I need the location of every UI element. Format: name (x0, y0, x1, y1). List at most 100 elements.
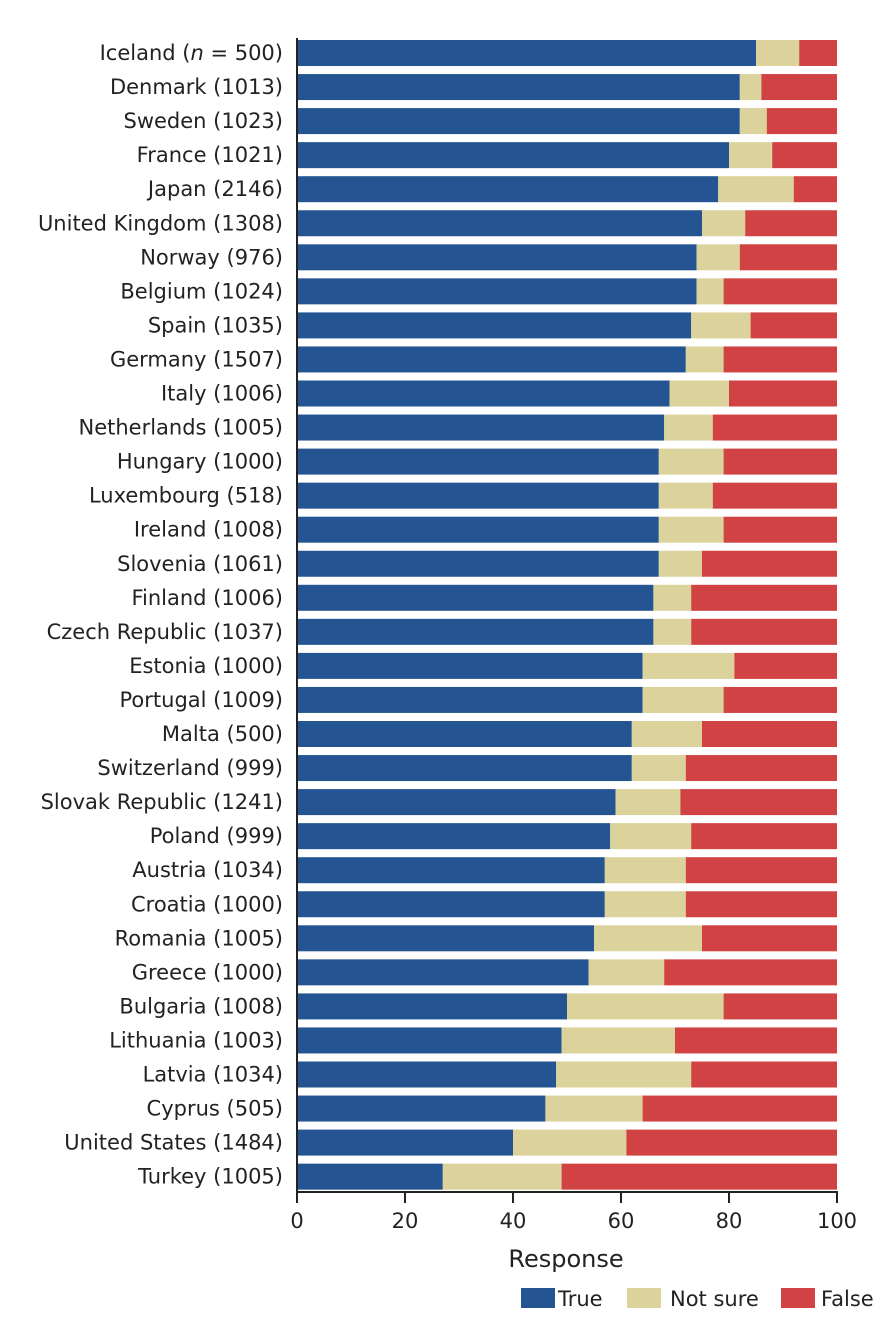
bar-segment-not-sure (588, 959, 665, 986)
bar-segment-false (723, 993, 837, 1020)
bar-segment-not-sure (718, 176, 794, 203)
bar-segment-true (297, 686, 643, 713)
category-label: Austria (1034) (132, 858, 283, 882)
bar-segment-false (642, 1095, 837, 1122)
bar-segment-true (297, 652, 643, 679)
bar-segment-true (297, 516, 659, 543)
category-label: Portugal (1009) (120, 688, 283, 712)
bar-segment-false (691, 584, 837, 611)
category-label: Bulgaria (1008) (119, 994, 283, 1018)
bar-segment-false (723, 686, 837, 713)
bar-segment-not-sure (653, 584, 692, 611)
category-label: Estonia (1000) (129, 654, 283, 678)
bar-segment-not-sure (615, 789, 681, 816)
category-label: Greece (1000) (132, 960, 283, 984)
bar-segment-true (297, 993, 567, 1020)
bar-segment-not-sure (642, 686, 724, 713)
bar-segment-not-sure (691, 312, 751, 339)
bar-segment-not-sure (658, 516, 724, 543)
bar-segment-false (664, 959, 837, 986)
category-label: France (1021) (137, 143, 283, 167)
bar-segment-false (702, 550, 837, 577)
category-label: Denmark (1013) (110, 75, 283, 99)
bar-segment-not-sure (604, 857, 686, 884)
category-label: Germany (1507) (110, 347, 283, 371)
bar-segment-false (712, 482, 837, 509)
bar-segment-not-sure (567, 993, 724, 1020)
bar-segment-not-sure (631, 721, 702, 747)
category-label: Malta (500) (162, 722, 283, 746)
bar-segment-false (745, 210, 837, 237)
bar-segment-not-sure (631, 755, 686, 782)
bar-segment-true (297, 74, 740, 101)
bar-segment-false (561, 1163, 837, 1190)
category-label: Switzerland (999) (97, 756, 283, 780)
bar-segment-true (297, 142, 729, 169)
bar-segment-false (739, 244, 837, 271)
bar-segment-true (297, 925, 594, 952)
bar-segment-true (297, 755, 632, 782)
bar-segment-not-sure (729, 142, 773, 169)
legend-swatch-true (521, 1288, 555, 1308)
bar-segment-false (723, 448, 837, 475)
category-label: Czech Republic (1037) (47, 620, 283, 644)
category-label: United Kingdom (1308) (38, 211, 283, 235)
bar-segment-true (297, 550, 659, 577)
category-label: Poland (999) (150, 824, 283, 848)
x-tick-label: 20 (392, 1209, 419, 1233)
bar-segment-not-sure (685, 346, 724, 373)
bar-segment-true (297, 721, 632, 747)
bar-segment-true (297, 210, 702, 237)
x-axis-ticks: 0 20 40 60 80 100 (290, 1192, 857, 1233)
bar-segment-true (297, 414, 665, 441)
category-label: Finland (1006) (131, 586, 283, 610)
bar-segment-true (297, 482, 659, 509)
bar-segment-false (691, 618, 837, 645)
bar-segment-not-sure (664, 414, 713, 441)
bar-segment-not-sure (610, 823, 692, 850)
bar-segment-false (729, 380, 837, 407)
bar-segment-false (702, 925, 837, 952)
bar-segment-not-sure (658, 482, 713, 509)
bar-segment-true (297, 278, 697, 305)
x-tick-label: 60 (608, 1209, 635, 1233)
bar-segment-true (297, 380, 670, 407)
bar-segment-false (680, 789, 837, 816)
category-label: Spain (1035) (148, 313, 283, 337)
bar-segment-true (297, 1129, 513, 1156)
category-label: Slovak Republic (1241) (41, 790, 283, 814)
bar-segment-true (297, 959, 589, 986)
bar-segment-false (685, 857, 837, 884)
bar-segment-true (297, 346, 686, 373)
bar-segment-true (297, 244, 697, 271)
bar-segment-true (297, 108, 740, 135)
bar-segment-not-sure (756, 40, 800, 66)
bar-segment-false (750, 312, 837, 339)
category-label: Croatia (1000) (131, 892, 283, 916)
legend-label-false: False (821, 1287, 874, 1311)
legend: True Not sure False (521, 1287, 874, 1311)
bar-segment-true (297, 618, 654, 645)
category-label: Ireland (1008) (134, 518, 283, 542)
x-tick-label: 80 (716, 1209, 743, 1233)
category-label: Belgium (1024) (120, 279, 283, 303)
bar-segment-false (772, 142, 837, 169)
bar-segment-true (297, 312, 692, 339)
bar-segment-false (723, 346, 837, 373)
bar-segment-not-sure (739, 74, 762, 101)
bar-segment-false (734, 652, 837, 679)
category-label: Iceland (n = 500) (100, 41, 283, 65)
bar-segment-not-sure (696, 278, 724, 305)
bar-segment-not-sure (561, 1027, 675, 1054)
category-labels: Iceland (n = 500) Denmark (1013) Sweden (1… (38, 41, 283, 1189)
bar-segment-true (297, 1095, 546, 1122)
bar-segment-false (712, 414, 837, 441)
bar-segment-true (297, 823, 611, 850)
x-axis-title: Response (508, 1245, 623, 1273)
bar-segment-false (799, 40, 837, 66)
legend-swatch-not-sure (627, 1288, 661, 1308)
bar-segment-true (297, 857, 605, 884)
bar-segment-not-sure (653, 618, 692, 645)
bar-segment-false (685, 891, 837, 918)
